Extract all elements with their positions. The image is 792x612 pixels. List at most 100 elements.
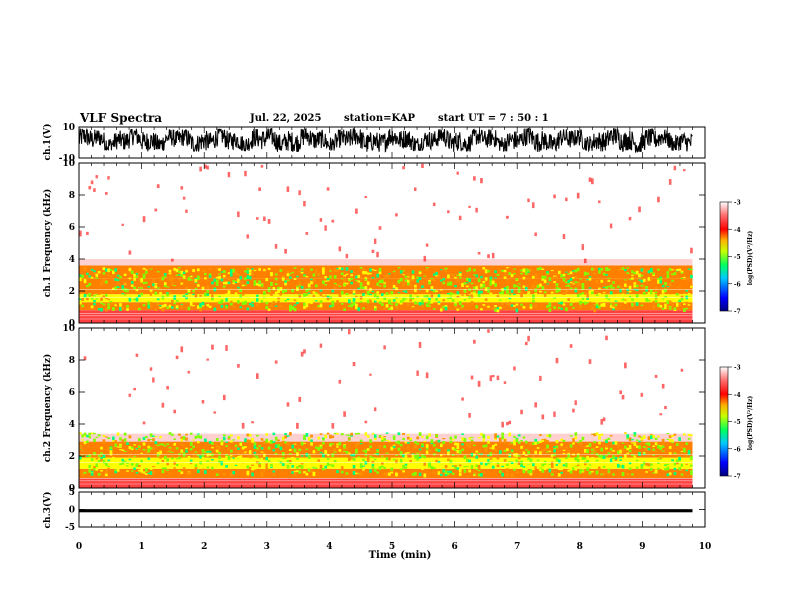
spectrogram-fleck — [220, 461, 224, 466]
spectrogram-fleck — [263, 469, 266, 471]
spectrogram-fleck — [173, 302, 177, 305]
spectrogram-fleck — [149, 289, 153, 292]
spectrogram-fleck — [93, 270, 96, 273]
spectrogram-fleck — [616, 285, 620, 289]
spectrogram-fleck — [340, 451, 344, 455]
spectrogram-fleck — [645, 462, 648, 466]
spectrogram-fleck — [411, 306, 415, 308]
spectrogram-fleck — [347, 434, 351, 436]
spectrogram-fleck — [456, 442, 460, 446]
waveform-ch1-ylabel: ch.1(V) — [42, 124, 53, 161]
spectrogram-fleck — [527, 271, 530, 273]
spectrogram-fleck — [284, 460, 287, 463]
spectrogram-streak — [524, 163, 527, 259]
spectrogram-fleck — [206, 285, 210, 290]
spectrogram-fleck — [529, 442, 533, 447]
spectrogram-fleck — [576, 464, 580, 467]
spectrogram-fleck — [654, 299, 658, 303]
spectrogram-fleck — [171, 306, 174, 309]
spectrogram-fleck — [281, 290, 285, 294]
spectrogram-fleck — [659, 276, 663, 279]
spectrogram-fleck — [93, 272, 96, 275]
spectrogram-fleck — [487, 286, 490, 290]
spectrogram-fleck — [473, 176, 476, 181]
spectrogram-fleck — [251, 464, 254, 466]
spectrogram-fleck — [482, 438, 486, 442]
spectrogram-fleck — [581, 283, 585, 287]
spectrogram-fleck — [456, 279, 460, 282]
spectrogram-fleck — [668, 179, 672, 185]
spectrogram-fleck — [683, 169, 686, 172]
spectrogram-streak — [583, 163, 586, 259]
spectrogram-fleck — [591, 452, 594, 454]
spectrogram-fleck — [567, 273, 571, 275]
spectrogram-fleck — [218, 273, 221, 275]
spectrogram-fleck — [664, 467, 667, 471]
spectrogram-fleck — [624, 283, 627, 287]
spectrogram-fleck — [557, 463, 561, 468]
spectrogram-fleck — [621, 464, 625, 467]
spectrogram-fleck — [371, 456, 375, 459]
spectrogram-fleck — [128, 446, 132, 450]
spectrogram-fleck — [322, 268, 325, 273]
spectrogram-fleck — [378, 270, 382, 275]
spectrogram-fleck — [541, 414, 545, 420]
spectrogram-fleck — [680, 297, 684, 301]
spectrogram-fleck — [286, 459, 290, 463]
spectrogram-fleck — [156, 462, 160, 465]
spectrogram-fleck — [508, 297, 512, 300]
spectrogram-fleck — [239, 306, 243, 309]
spectrogram-streak — [234, 163, 237, 259]
spectrogram-fleck — [510, 461, 514, 465]
spectrogram-fleck — [237, 273, 240, 276]
spectrogram-fleck — [102, 454, 106, 458]
spectrogram-streak — [609, 328, 612, 424]
spectrogram-fleck — [591, 290, 594, 295]
spectrogram-fleck — [428, 433, 431, 437]
spectrogram-streak — [133, 163, 136, 259]
spectrogram-fleck — [123, 294, 127, 296]
spectrogram-fleck — [244, 446, 247, 449]
spectrogram-fleck — [595, 294, 599, 296]
spectrogram-fleck — [355, 448, 358, 452]
spectrogram-fleck — [680, 295, 684, 299]
spectrogram-fleck — [79, 445, 82, 450]
spectrogram-fleck — [281, 275, 285, 278]
spectrogram-streak — [595, 163, 598, 259]
spectrogram-fleck — [480, 473, 483, 477]
spectrogram-fleck — [652, 454, 656, 456]
spectrogram-fleck — [390, 294, 394, 297]
spectrogram-fleck — [527, 269, 530, 273]
spectrogram-fleck — [616, 460, 620, 464]
spectrogram-fleck — [609, 305, 613, 308]
spectrogram-fleck — [395, 454, 398, 456]
spectrogram-fleck — [196, 276, 200, 280]
spectrogram-fleck — [586, 302, 589, 304]
spectrogram-fleck — [310, 268, 313, 271]
spectrogram-fleck — [595, 305, 599, 309]
spectrogram-fleck — [555, 439, 559, 444]
spectrogram-streak — [119, 328, 121, 424]
spectrogram-fleck — [461, 433, 464, 435]
spectrogram-fleck — [550, 270, 554, 272]
spectrogram-fleck — [265, 433, 269, 436]
spectrogram-fleck — [458, 272, 462, 277]
spectrogram-fleck — [364, 286, 368, 290]
spectrogram-fleck — [178, 270, 181, 273]
spectrogram-fleck — [324, 284, 328, 286]
spectrogram-fleck — [246, 471, 250, 476]
spectrogram-fleck — [581, 286, 585, 291]
spectrogram-fleck — [395, 213, 398, 217]
spectrogram-streak — [628, 163, 631, 259]
spectrogram-fleck — [171, 455, 174, 458]
spectrogram-fleck — [340, 267, 344, 271]
spectrogram-fleck — [480, 432, 483, 436]
spectrogram-fleck — [296, 302, 299, 304]
spectrogram-fleck — [425, 303, 429, 307]
header-start-ut: start UT = 7 : 50 : 1 — [438, 113, 549, 124]
spectrogram-fleck — [126, 291, 129, 293]
spectrogram-fleck — [107, 298, 110, 301]
spectrogram-fleck — [93, 188, 96, 192]
spectrogram-fleck — [612, 302, 615, 307]
spectrogram-streak — [414, 328, 416, 424]
